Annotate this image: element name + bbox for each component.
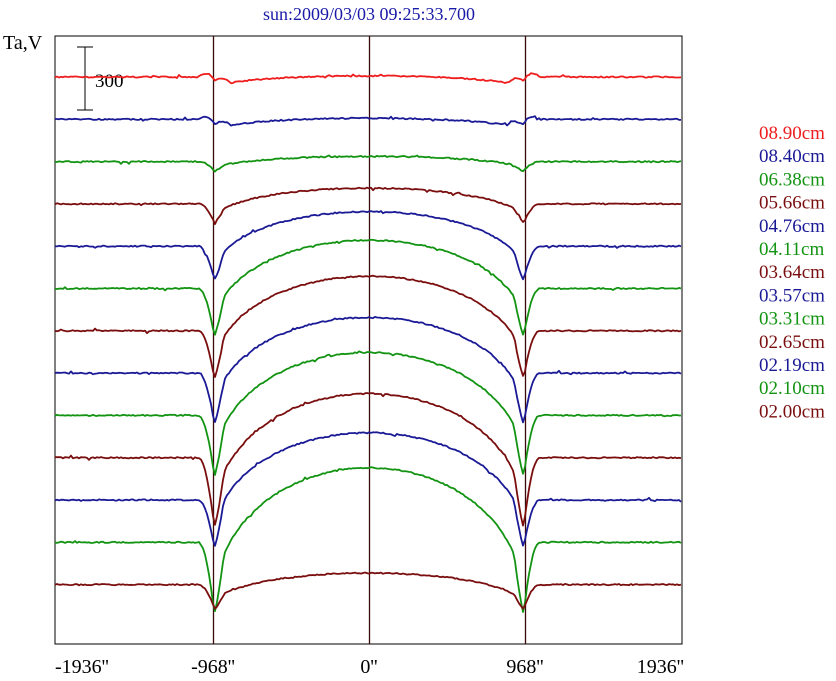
legend-item-06.38cm: 06.38cm	[759, 169, 825, 190]
legend-item-02.00cm: 02.00cm	[759, 401, 825, 422]
series-line-04.11cm	[54, 238, 682, 336]
x-tick-label: 0''	[360, 656, 377, 678]
series-line-06.38cm	[54, 154, 682, 173]
chart-title: sun:2009/03/03 09:25:33.700	[263, 4, 475, 24]
series-line-04.76cm	[54, 210, 682, 281]
legend-item-03.31cm: 03.31cm	[759, 309, 825, 330]
legend-item-08.40cm: 08.40cm	[759, 146, 825, 167]
x-tick-label: -968''	[191, 656, 235, 678]
series-line-02.19cm	[54, 431, 682, 547]
legend-item-05.66cm: 05.66cm	[759, 193, 825, 214]
series-line-02.65cm	[54, 392, 682, 527]
y-axis-label: Ta,V	[3, 32, 43, 54]
legend-item-02.10cm: 02.10cm	[759, 378, 825, 399]
series-line-08.40cm	[55, 115, 682, 127]
series-line-03.31cm	[54, 350, 681, 476]
series-lines	[54, 72, 682, 613]
x-tick-label: 1936''	[637, 656, 684, 678]
x-tick-label: 968''	[506, 656, 543, 678]
plot-frame	[54, 35, 683, 645]
scale-bar-label: 300	[95, 71, 124, 92]
series-line-03.57cm	[54, 315, 682, 424]
series-line-02.10cm	[54, 466, 682, 613]
legend-item-03.64cm: 03.64cm	[759, 262, 825, 283]
legend-item-04.76cm: 04.76cm	[759, 216, 825, 237]
legend-item-03.57cm: 03.57cm	[759, 285, 825, 306]
series-line-03.64cm	[54, 274, 682, 378]
x-tick-labels: -1936'' -968'' 0'' 968'' 1936''	[55, 656, 684, 678]
series-line-08.90cm	[54, 72, 682, 85]
series-line-02.00cm	[54, 571, 682, 610]
series-line-05.66cm	[54, 186, 682, 226]
x-tick-label: -1936''	[55, 656, 109, 678]
legend-item-02.65cm: 02.65cm	[759, 332, 825, 353]
legend-item-08.90cm: 08.90cm	[759, 123, 825, 144]
legend-item-02.19cm: 02.19cm	[759, 355, 825, 376]
legend-item-04.11cm: 04.11cm	[759, 239, 824, 260]
